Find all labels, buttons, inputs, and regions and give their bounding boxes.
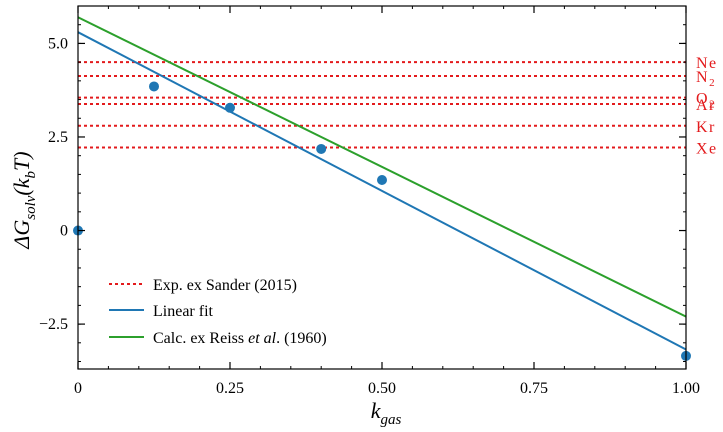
legend-label-reiss: Calc. ex Reiss et al. (1960)	[153, 330, 327, 347]
gas-label-ne: Ne	[696, 55, 718, 72]
data-point	[149, 81, 159, 92]
y-tick-label: 2.5	[48, 129, 68, 146]
x-tick-label: 0	[74, 380, 82, 397]
gas-label-o: O2	[696, 91, 716, 111]
y-tick-label: 5.0	[48, 35, 68, 52]
plot-area	[78, 16, 686, 351]
axis-ticks: 0 0.25 0.50 0.75 1.00 −2.5 0 2.5 5.0	[39, 5, 700, 397]
y-axis-label: ΔGsolv(kbT)	[9, 151, 39, 249]
gas-label-xe: Xe	[696, 140, 718, 157]
legend: Exp. ex Sander (2015) Linear fit Calc. e…	[109, 277, 327, 347]
gas-label-kr: Kr	[696, 119, 716, 136]
linear-fit-line	[78, 31, 686, 351]
legend-label-linear-fit: Linear fit	[153, 303, 214, 320]
y-tick-label: 0	[60, 223, 68, 240]
y-tick-label: −2.5	[39, 316, 68, 333]
data-point	[377, 175, 387, 186]
gas-label-ar: Ar	[696, 97, 716, 114]
gas-label-n: N2	[696, 69, 716, 89]
data-point	[225, 102, 235, 113]
x-tick-label: 0.50	[368, 380, 396, 397]
x-axis-label: kgas	[371, 398, 402, 428]
x-tick-label: 1.00	[672, 380, 700, 397]
data-point	[316, 143, 327, 154]
x-tick-label: 0.75	[520, 380, 548, 397]
reiss-calc-line	[78, 16, 686, 318]
x-tick-label: 0.25	[216, 380, 244, 397]
legend-label-experimental: Exp. ex Sander (2015)	[153, 277, 297, 294]
